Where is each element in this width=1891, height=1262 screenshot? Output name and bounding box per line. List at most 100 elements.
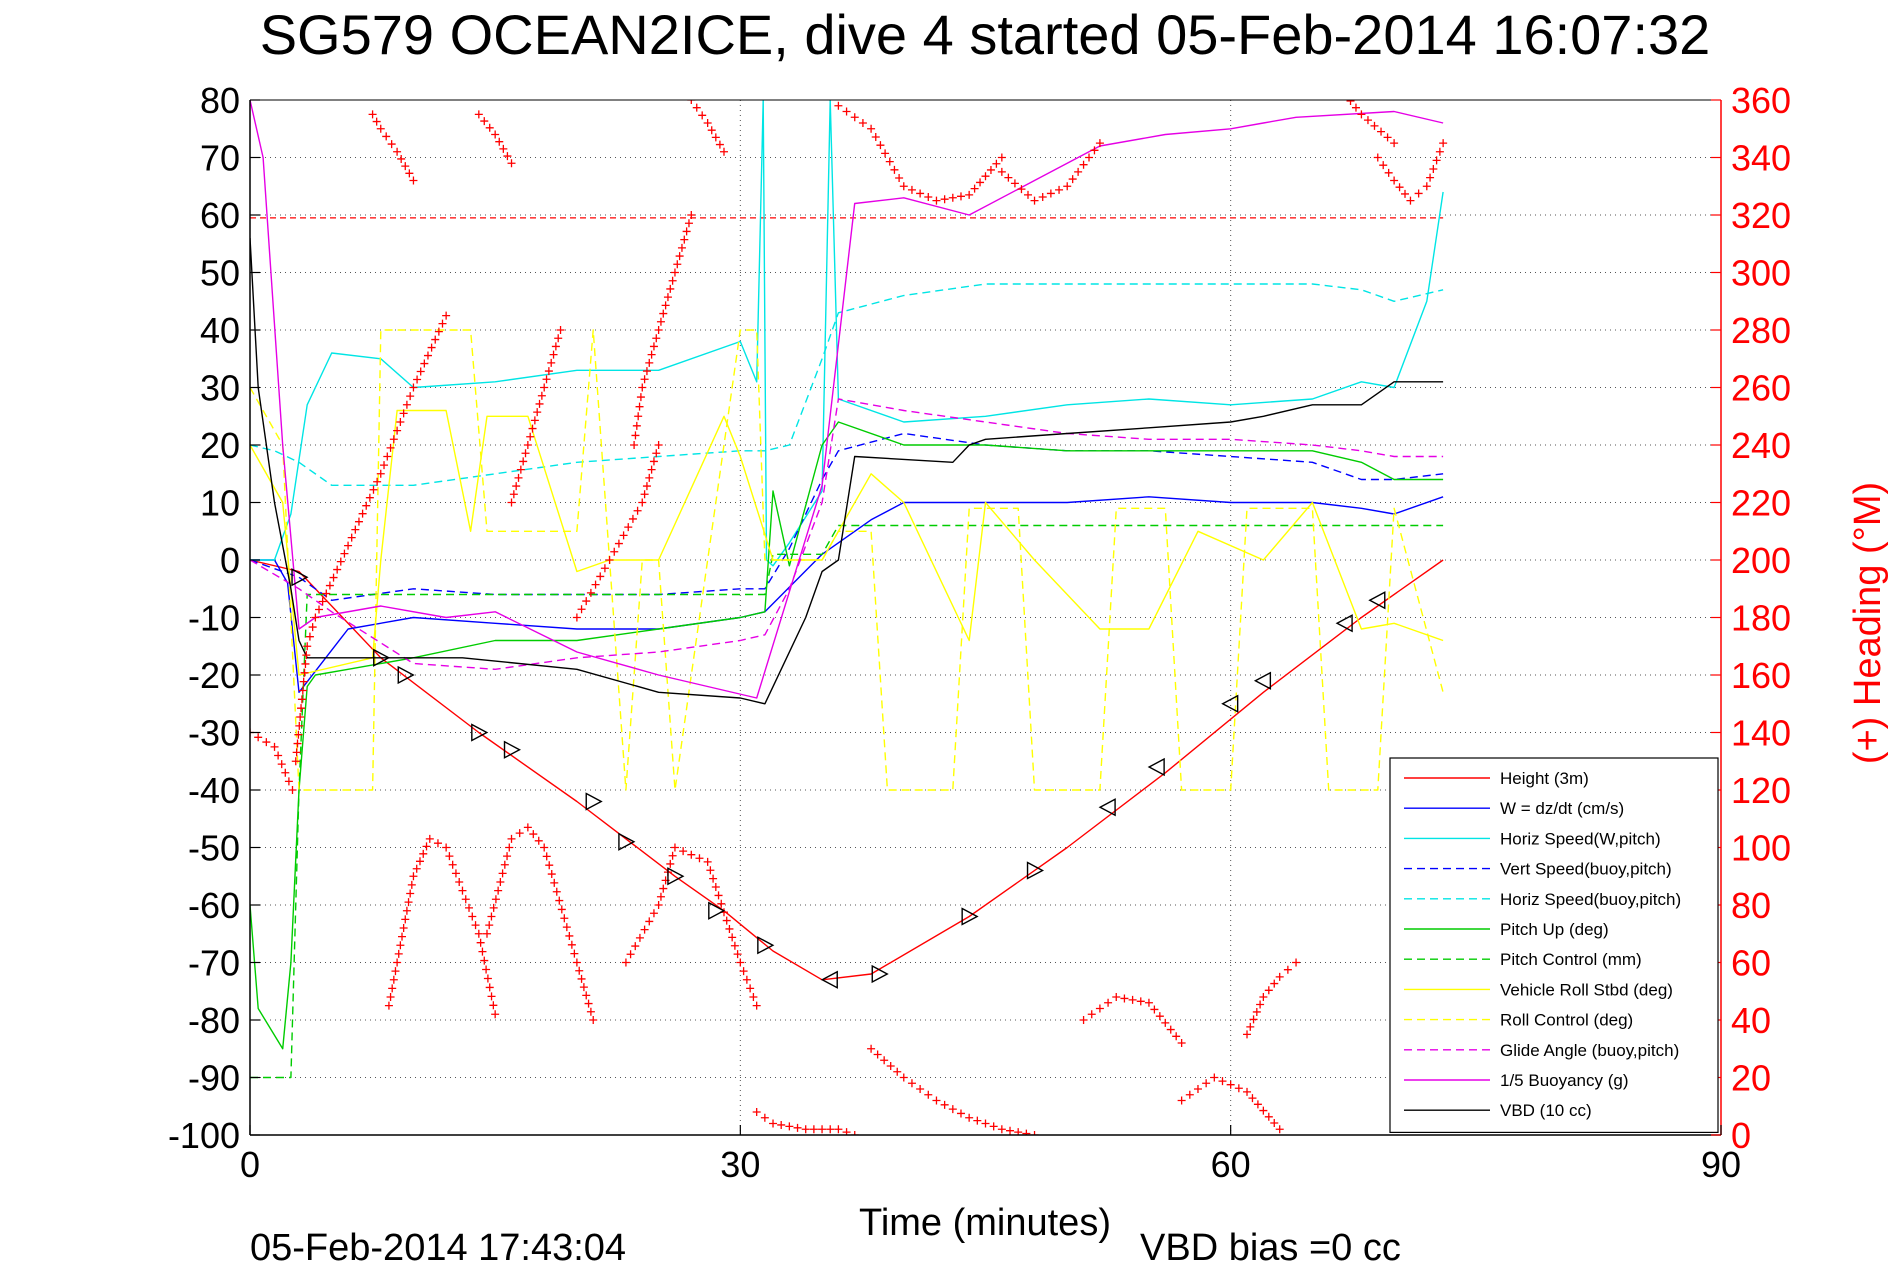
- heading-point: [916, 189, 925, 198]
- heading-point: [695, 854, 704, 863]
- heading-point: [388, 984, 397, 993]
- heading-point: [584, 999, 593, 1008]
- heading-point: [1010, 179, 1019, 188]
- heading-point: [438, 319, 447, 328]
- heading-point: [523, 823, 532, 832]
- heading-point: [733, 950, 742, 959]
- heading-point: [458, 886, 467, 895]
- heading-point: [640, 925, 649, 934]
- heading-point: [485, 123, 494, 132]
- heading-point: [303, 642, 312, 651]
- legend-entry: Horiz Speed(buoy,pitch): [1500, 890, 1681, 909]
- heading-point: [393, 426, 402, 435]
- heading-point: [746, 984, 755, 993]
- trace-marker: [618, 832, 636, 851]
- heading-point: [340, 549, 349, 558]
- heading-point: [1275, 972, 1284, 981]
- y-tick-label: -50: [188, 828, 240, 869]
- heading-point: [682, 90, 690, 98]
- heading-point: [893, 1067, 902, 1076]
- heading-point: [495, 137, 504, 146]
- y-tick-label: -10: [188, 598, 240, 639]
- heading-point: [1435, 147, 1444, 156]
- heading-point: [386, 993, 395, 1001]
- heading-point: [834, 1125, 843, 1134]
- heading-point: [647, 350, 656, 359]
- heading-point: [785, 1122, 794, 1131]
- y-right-tick-label: 320: [1731, 195, 1791, 236]
- heading-point: [793, 1123, 802, 1132]
- heading-point: [482, 929, 491, 938]
- heading-point: [262, 738, 271, 747]
- heading-point: [899, 182, 908, 191]
- heading-point: [885, 157, 894, 166]
- heading-point: [752, 1001, 761, 1010]
- heading-point: [557, 905, 566, 914]
- heading-point: [642, 367, 651, 376]
- heading-point: [628, 514, 637, 523]
- heading-point: [1024, 190, 1032, 199]
- heading-point: [491, 895, 500, 904]
- heading-point: [445, 852, 454, 861]
- heading-point: [965, 190, 974, 199]
- heading-point: [1346, 100, 1355, 105]
- heading-point: [645, 917, 654, 926]
- heading-point: [890, 165, 899, 174]
- heading-point: [899, 1073, 908, 1082]
- heading-point: [970, 184, 979, 193]
- heading-point: [301, 659, 310, 668]
- heading-point: [614, 539, 623, 548]
- heading-point: [924, 193, 933, 202]
- y-tick-label: 20: [200, 425, 240, 466]
- heading-point: [1055, 185, 1064, 194]
- heading-point: [706, 866, 715, 875]
- heading-point: [1390, 139, 1399, 148]
- heading-point: [565, 931, 574, 940]
- series-line: [250, 524, 1444, 1079]
- heading-point: [409, 383, 418, 392]
- heading-point: [649, 342, 658, 351]
- heading-point: [1275, 1125, 1284, 1134]
- heading-point: [719, 147, 728, 156]
- heading-point: [480, 117, 489, 126]
- heading-point: [692, 103, 701, 112]
- heading-point: [997, 1125, 1006, 1134]
- heading-point: [1426, 173, 1435, 182]
- heading-point: [1090, 146, 1099, 155]
- heading-point: [562, 923, 571, 932]
- heading-point: [405, 169, 414, 178]
- series-line: [250, 237, 1444, 705]
- heading-point: [871, 132, 880, 141]
- heading-point: [640, 375, 649, 384]
- heading-point: [507, 834, 516, 843]
- heading-point: [725, 924, 734, 933]
- heading-point: [523, 441, 532, 449]
- heading-point: [308, 623, 317, 632]
- heading-point: [351, 525, 360, 534]
- heading-point: [540, 843, 549, 852]
- heading-point: [932, 1096, 941, 1105]
- heading-point: [1363, 116, 1372, 125]
- heading-point: [1252, 1007, 1261, 1016]
- heading-point: [552, 887, 561, 896]
- heading-point: [461, 895, 470, 904]
- y-right-tick-label: 60: [1731, 943, 1771, 984]
- plot-series: [250, 90, 1448, 1135]
- heading-point: [636, 393, 645, 402]
- heading-point: [1270, 979, 1279, 988]
- heading-point: [333, 565, 342, 574]
- heading-point: [521, 449, 530, 458]
- heading-point: [396, 418, 405, 426]
- trace-marker: [291, 568, 309, 587]
- heading-point: [956, 1109, 965, 1118]
- heading-point: [431, 335, 440, 344]
- heading-point: [347, 533, 356, 542]
- heading-point: [575, 966, 584, 975]
- y-right-tick-label: 340: [1731, 138, 1791, 179]
- heading-point: [647, 465, 656, 474]
- heading-point: [1432, 156, 1441, 165]
- heading-point: [389, 975, 398, 984]
- heading-point: [386, 443, 395, 452]
- heading-point: [760, 1113, 769, 1122]
- heading-point: [425, 834, 434, 843]
